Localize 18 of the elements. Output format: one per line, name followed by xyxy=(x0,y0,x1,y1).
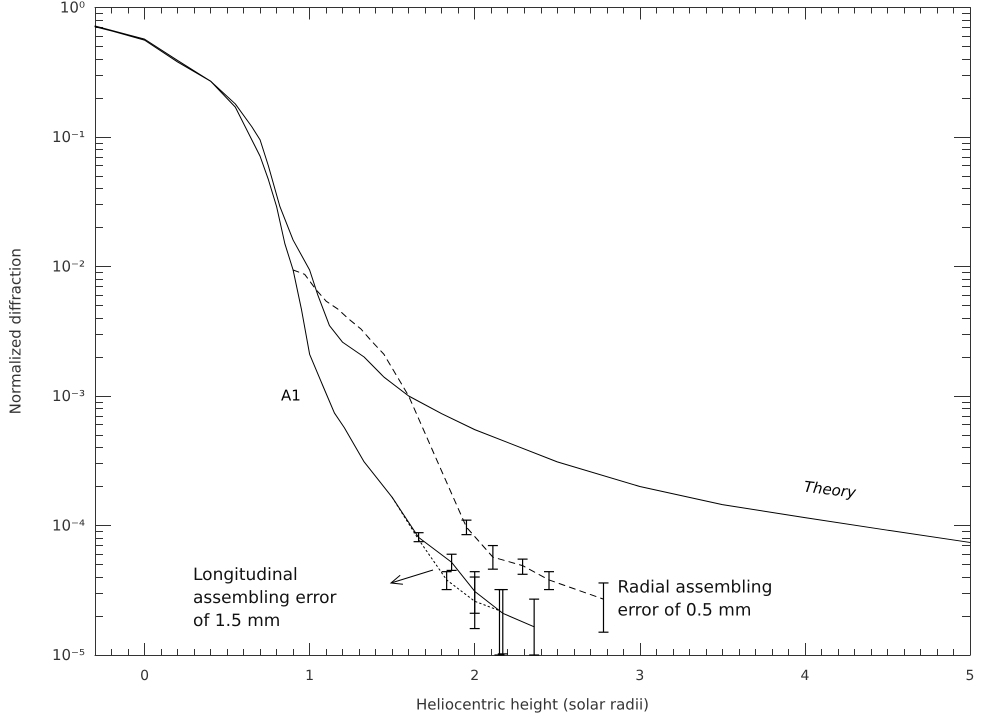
y-tick-label: 10⁻¹ xyxy=(52,128,85,146)
y-tick-label: 10⁻³ xyxy=(52,387,85,405)
x-tick-label: 5 xyxy=(966,668,974,684)
y-tick-label: 10⁻⁵ xyxy=(52,646,85,664)
y-tick-label: 10⁰ xyxy=(60,0,85,16)
annotation: Longitudinal assembling error of 1.5 mm xyxy=(193,565,337,631)
x-tick-label: 1 xyxy=(305,668,314,684)
y-tick-label: 10⁻⁴ xyxy=(52,516,85,534)
x-tick-label: 2 xyxy=(470,668,480,684)
annotation: Radial assembling error of 0.5 mm xyxy=(617,578,772,621)
x-tick-label: 4 xyxy=(800,668,810,684)
series-label: A1 xyxy=(281,386,301,405)
y-axis-title: Normalized diffraction xyxy=(6,248,24,414)
x-tick-label: 3 xyxy=(635,668,644,684)
x-axis-title: Heliocentric height (solar radii) xyxy=(416,696,650,714)
y-tick-label: 10⁻² xyxy=(52,258,85,276)
x-tick-label: 0 xyxy=(140,668,149,684)
text: Theory xyxy=(802,478,858,502)
